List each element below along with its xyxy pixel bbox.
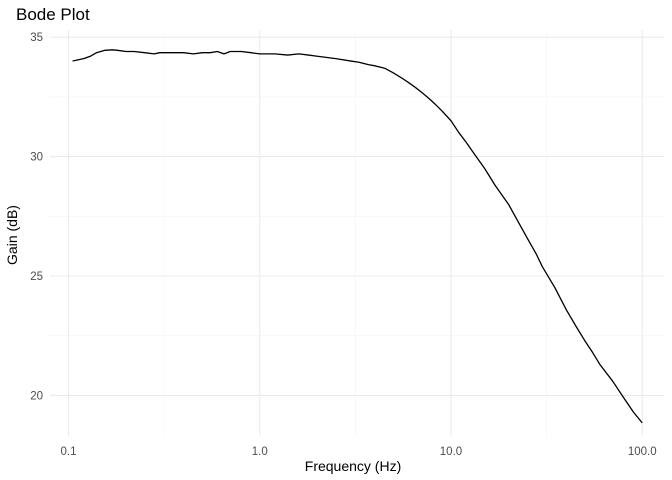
x-tick-label: 100.0 (628, 446, 657, 458)
x-tick-label: 0.1 (61, 446, 77, 458)
y-tick-label: 20 (30, 390, 43, 402)
major-gridlines (50, 30, 664, 436)
gain-series-line (72, 49, 643, 424)
y-tick-label: 35 (30, 32, 43, 44)
x-tick-labels: 0.1 1.0 10.0 100.0 (61, 446, 657, 458)
x-tick-label: 1.0 (252, 446, 268, 458)
y-axis-title: Gain (dB) (4, 205, 20, 265)
y-tick-labels: 20 25 30 35 (30, 32, 43, 402)
minor-gridlines (50, 30, 664, 436)
series-layer (72, 49, 643, 424)
chart-title: Bode Plot (16, 5, 90, 24)
y-tick-label: 30 (30, 152, 43, 164)
x-tick-label: 10.0 (440, 446, 462, 458)
y-tick-label: 25 (30, 271, 43, 283)
x-axis-title: Frequency (Hz) (305, 458, 401, 474)
